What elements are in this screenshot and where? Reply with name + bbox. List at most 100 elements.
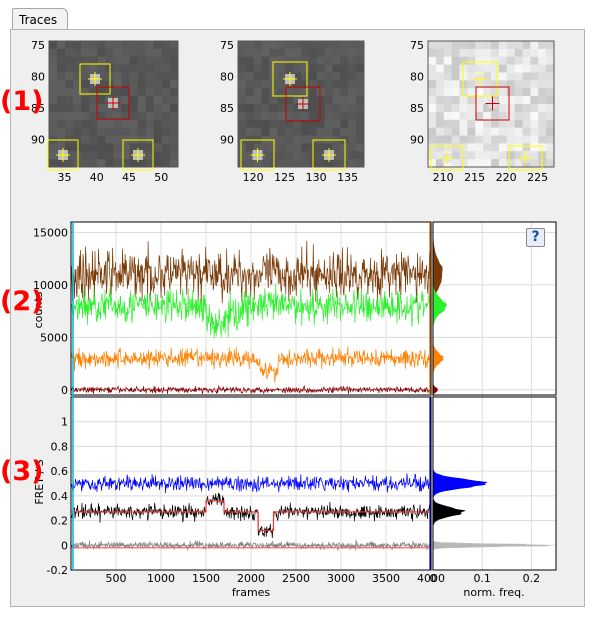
image-pixel <box>332 72 341 81</box>
image-pixel <box>65 119 74 129</box>
image-pixel <box>261 56 270 66</box>
image-view-3: 210 215 220 225 75 80 85 90 <box>410 39 555 184</box>
image-pixel <box>538 96 547 105</box>
image-pixel <box>277 111 286 121</box>
image-pixel <box>89 48 98 58</box>
image-pixel <box>277 41 286 50</box>
image-pixel <box>491 80 500 89</box>
image-pixel <box>57 80 66 89</box>
image-pixel <box>121 96 131 105</box>
image-pixel <box>428 80 437 89</box>
image-pixel <box>522 119 531 129</box>
image-pixel <box>340 119 349 129</box>
image-pixel <box>105 127 114 136</box>
image-pixel <box>285 96 294 105</box>
image-pixel <box>89 111 98 121</box>
image-pixel <box>356 151 365 160</box>
image-pixel <box>49 88 58 97</box>
image-pixel <box>514 127 523 136</box>
image-pixel <box>145 72 155 81</box>
frames-x-tick: 1000 <box>147 572 175 585</box>
image-pixel <box>65 88 74 97</box>
image-pixel <box>467 56 476 66</box>
image-pixel <box>316 48 326 58</box>
image-pixel <box>145 151 155 160</box>
roi-box <box>79 63 111 95</box>
image-pixel <box>169 143 179 152</box>
image-pixel <box>161 143 171 152</box>
image-pixel <box>253 41 263 50</box>
image-pixel <box>340 104 349 113</box>
image-pixel <box>332 127 341 136</box>
image-pixel <box>491 151 500 160</box>
image-pixel <box>121 88 131 97</box>
image-pixel <box>129 48 139 58</box>
image-pixel <box>332 48 341 58</box>
image-pixel <box>301 88 310 97</box>
image-pixel <box>467 72 476 81</box>
roi-box-selected <box>285 86 321 122</box>
image-pixel <box>121 119 131 129</box>
fret-y-tick: -0.2 <box>47 564 68 577</box>
image-pixel <box>506 80 516 89</box>
image-pixel <box>113 143 123 152</box>
image-pixel <box>238 151 247 160</box>
image-pixel <box>308 56 318 66</box>
fret-y-label: FRET / S <box>33 459 46 504</box>
image-pixel <box>137 143 147 152</box>
image-pixel <box>261 127 270 136</box>
image-pixel <box>538 41 547 50</box>
image-pixel <box>161 119 171 129</box>
image-pixel <box>89 56 98 66</box>
image-frame <box>427 40 555 168</box>
image-pixel <box>57 104 66 113</box>
image-pixel <box>498 135 508 144</box>
image-pixel <box>546 80 555 89</box>
image-pixel <box>308 104 318 113</box>
image-pixel <box>514 104 523 113</box>
tab-traces[interactable]: Traces <box>12 8 68 30</box>
roi-crosshair <box>440 151 454 165</box>
x-tick-label: 35 <box>57 171 71 184</box>
image-pixel <box>245 159 255 168</box>
image-pixel <box>145 111 155 121</box>
image-pixel <box>285 64 294 73</box>
image-pixel <box>443 56 453 66</box>
image-pixel <box>348 80 357 89</box>
image-pixel <box>269 104 278 113</box>
image-pixel <box>81 111 90 121</box>
image-pixel <box>105 151 114 160</box>
image-pixel <box>161 151 171 160</box>
image-pixel <box>57 88 66 97</box>
image-pixel <box>443 127 453 136</box>
image-pixel <box>451 127 460 136</box>
image-pixel <box>293 104 302 113</box>
image-pixel <box>253 104 263 113</box>
image-pixel <box>161 127 171 136</box>
image-pixel <box>81 119 90 129</box>
image-pixel <box>81 143 90 152</box>
freq-x-tick: 0 <box>430 572 437 585</box>
image-pixel <box>245 151 255 160</box>
image-pixel <box>530 127 539 136</box>
fret-y-tick: 0.2 <box>51 515 69 528</box>
image-pixel <box>316 104 326 113</box>
image-pixel <box>435 41 445 50</box>
image-pixel <box>121 127 131 136</box>
image-pixel <box>467 159 476 168</box>
image-pixel <box>498 151 508 160</box>
y-tick-label: 90 <box>220 133 234 146</box>
image-pixel <box>324 80 333 89</box>
image-pixel <box>145 119 155 129</box>
image-pixel <box>340 111 349 121</box>
image-pixel <box>89 119 98 129</box>
image-pixel <box>514 80 523 89</box>
image-pixel <box>435 96 445 105</box>
image-pixel <box>546 151 555 160</box>
help-button[interactable]: ? <box>526 228 545 247</box>
image-pixel <box>308 41 318 50</box>
image-pixel <box>97 119 106 129</box>
image-pixel <box>49 64 58 73</box>
image-pixel <box>89 159 98 168</box>
y-tick-label: 85 <box>410 102 424 115</box>
